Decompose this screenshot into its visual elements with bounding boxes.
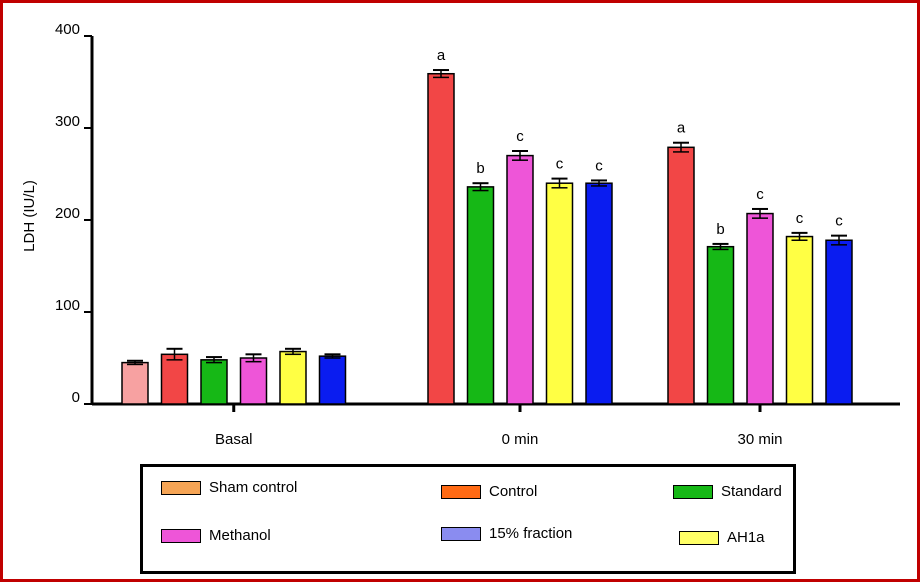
legend-label: Standard xyxy=(721,483,782,500)
x-tick-label: 30 min xyxy=(737,431,782,448)
legend-label: Methanol xyxy=(209,527,271,544)
legend-swatch-methanol xyxy=(161,528,201,543)
bar xyxy=(160,353,189,405)
y-tick-label: 100 xyxy=(55,297,80,314)
bar xyxy=(121,361,149,405)
legend-swatch-15-fraction xyxy=(441,526,481,541)
bar xyxy=(427,72,455,405)
legend-label: Sham control xyxy=(209,479,298,496)
legend-swatch-ah1a xyxy=(679,530,719,545)
significance-letter: c xyxy=(556,156,564,173)
legend-item-15-fraction: 15% fraction xyxy=(441,525,572,542)
y-tick-label: 400 xyxy=(55,21,80,38)
y-tick-label: 300 xyxy=(55,113,80,130)
significance-letter: b xyxy=(476,160,484,177)
bar-series: a b c c c a b c c c xyxy=(121,47,853,405)
legend-item-methanol: Methanol xyxy=(161,527,271,544)
bar xyxy=(318,355,347,405)
significance-letter: a xyxy=(437,47,446,64)
significance-letter: a xyxy=(677,120,686,137)
y-axis: 0 100 200 300 400 xyxy=(55,21,94,406)
legend: Sham control Control Standard Methanol 1… xyxy=(140,464,796,574)
x-axis: Basal 0 min 30 min xyxy=(92,402,900,448)
legend-item-sham-control: Sham control xyxy=(161,479,297,496)
x-tick-label: Basal xyxy=(215,431,253,448)
bar xyxy=(466,186,495,405)
bar xyxy=(585,182,613,405)
legend-item-control: Control xyxy=(441,483,537,500)
significance-letter: c xyxy=(796,210,804,227)
legend-label: AH1a xyxy=(727,529,765,546)
legend-swatch-standard xyxy=(673,484,713,499)
bar xyxy=(825,239,853,405)
bar xyxy=(200,359,228,405)
bar xyxy=(746,212,774,405)
y-tick-label: 0 xyxy=(72,389,80,406)
significance-letter: b xyxy=(716,221,724,238)
legend-swatch-control xyxy=(441,484,481,499)
bar xyxy=(667,146,695,405)
legend-label: 15% fraction xyxy=(489,525,573,542)
bar xyxy=(279,350,307,405)
y-axis-label: LDH (IU/L) xyxy=(21,180,38,252)
x-tick-label: 0 min xyxy=(502,431,539,448)
legend-swatch-sham-control xyxy=(161,480,201,495)
bar xyxy=(506,154,534,405)
legend-label: Control xyxy=(489,483,538,500)
bar xyxy=(706,245,735,405)
legend-item-standard: Standard xyxy=(673,483,782,500)
significance-letter: c xyxy=(595,157,603,174)
bar xyxy=(785,235,814,405)
significance-letter: c xyxy=(756,186,764,203)
significance-letter: c xyxy=(516,128,524,145)
y-tick-label: 200 xyxy=(55,205,80,222)
legend-item-ah1a: AH1a xyxy=(679,529,765,546)
bar xyxy=(545,182,574,405)
significance-letter: c xyxy=(835,213,843,230)
bar xyxy=(239,357,268,405)
